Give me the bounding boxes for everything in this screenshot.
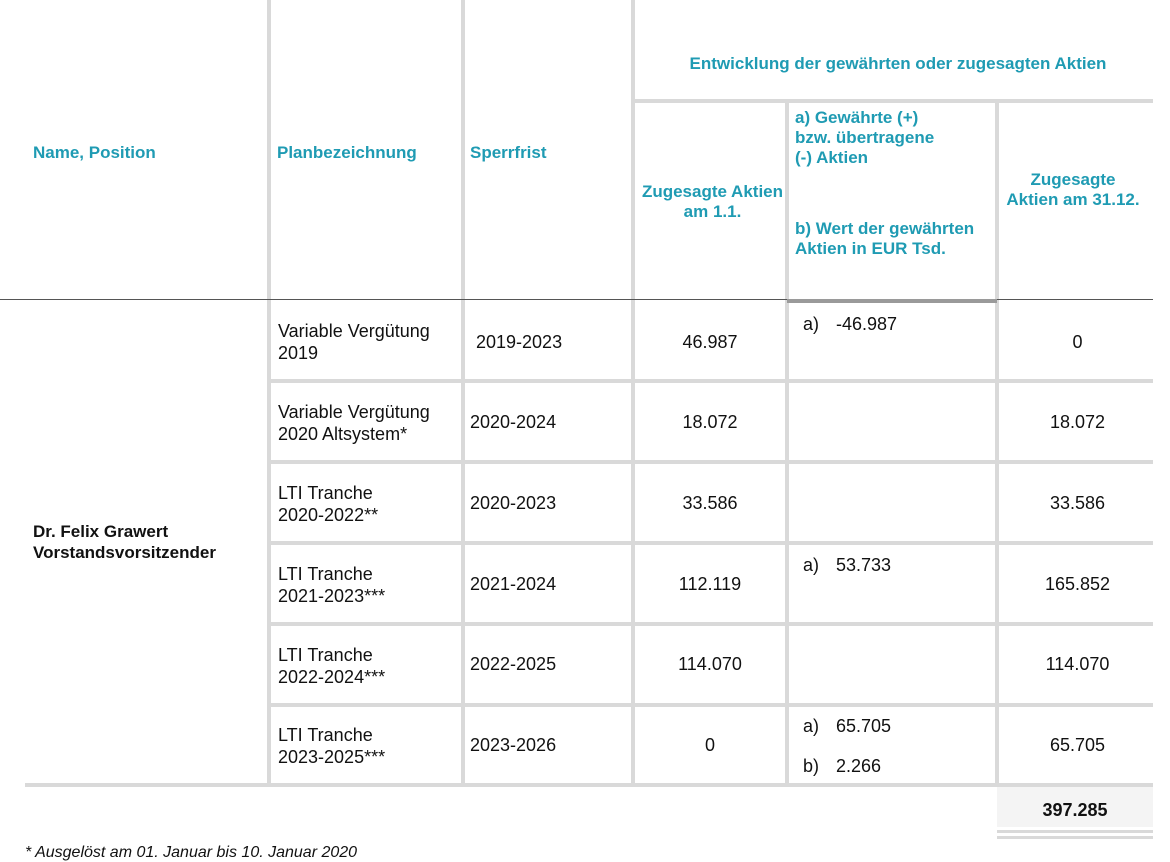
table-bottom-border: [25, 783, 1153, 787]
table-row-2-start: 18.072: [682, 412, 738, 432]
table-row-3-plan: LTI Tranche 2020-2022**: [278, 482, 463, 526]
table-row-4-lock: 2021-2024: [470, 574, 557, 594]
plan-name-line1: LTI Tranche: [278, 645, 373, 665]
total-underline-2: [997, 836, 1153, 839]
table-row-1-end: 0: [1072, 332, 1083, 352]
header-lock: Sperrfrist: [470, 143, 547, 162]
group-header-underline: [631, 99, 1153, 103]
footnote: * Ausgelöst am 01. Januar bis 10. Januar…: [25, 844, 358, 861]
table-row-3-end: 33.586: [1049, 493, 1106, 513]
table-row-6-plan: LTI Tranche 2023-2025***: [278, 724, 463, 768]
plan-name-line2: 2022-2024***: [278, 667, 386, 687]
header-change-a: a) Gewährte (+) bzw. übertragene (-) Akt…: [795, 108, 935, 167]
person-name: Dr. Felix Grawert: [33, 522, 169, 541]
table-row-1-start: 46.987: [682, 332, 738, 352]
col-sep-1: [267, 0, 271, 785]
table-row-6-lock: 2023-2026: [470, 735, 557, 755]
table-row-6-a-value: 65.705: [836, 716, 892, 736]
table-row-3-start: 33.586: [682, 493, 738, 513]
table-row-4-end: 165.852: [1044, 574, 1111, 594]
row-sep-2: [268, 460, 1153, 464]
table-row-5-plan: LTI Tranche 2022-2024***: [278, 644, 463, 688]
table-row-4-a-value: 53.733: [836, 555, 892, 575]
plan-name-line2: 2021-2023***: [278, 586, 386, 606]
header-bottom-border: [0, 299, 1153, 300]
header-start: Zugesagte Aktien am 1.1.: [641, 182, 784, 221]
header-end: Zugesagte Aktien am 31.12.: [1006, 170, 1140, 209]
person-position: Vorstandsvorsitzender: [33, 543, 216, 562]
row-sep-3: [268, 541, 1153, 545]
row-sep-1: [268, 379, 1153, 383]
plan-name-line1: Variable Vergütung: [278, 402, 430, 422]
plan-name-line2: 2023-2025***: [278, 747, 386, 767]
table-row-5-end: 114.070: [1045, 654, 1110, 674]
table-row-1-a-marker: a): [803, 314, 820, 334]
table-row-1-a-value: -46.987: [836, 314, 898, 334]
table-row-1-plan: Variable Vergütung 2019: [278, 320, 463, 364]
total-underline: [997, 830, 1153, 833]
table-row-5-lock: 2022-2025: [470, 654, 557, 674]
header-change-b: b) Wert der gewährten Aktien in EUR Tsd.: [795, 219, 975, 258]
col-sep-3: [631, 0, 635, 785]
table-row-4-a-marker: a): [803, 555, 820, 575]
plan-name-line1: LTI Tranche: [278, 725, 373, 745]
plan-name-line2: 2019: [278, 343, 319, 363]
table-row-3-lock: 2020-2023: [470, 493, 557, 513]
row-sep-4: [268, 622, 1153, 626]
plan-name-line2: 2020 Altsystem*: [278, 424, 408, 444]
plan-name-line1: LTI Tranche: [278, 564, 373, 584]
table-row-6-end: 65.705: [1049, 735, 1106, 755]
table-row-2-lock: 2020-2024: [470, 412, 557, 432]
col-sep-4: [785, 103, 789, 785]
table-row-4-plan: LTI Tranche 2021-2023***: [278, 563, 463, 607]
table-row-2-end: 18.072: [1049, 412, 1106, 432]
table-row-5-start: 114.070: [678, 654, 742, 674]
header-change-bottom-border: [787, 299, 997, 303]
table-row-6-b-marker: b): [803, 756, 820, 776]
total-value: 397.285: [1042, 800, 1108, 820]
plan-name-line1: LTI Tranche: [278, 483, 373, 503]
header-group: Entwicklung der gewährten oder zugesagte…: [689, 54, 1107, 73]
col-sep-5: [995, 103, 999, 785]
table-row-2-plan: Variable Vergütung 2020 Altsystem*: [278, 401, 463, 445]
total-cell-bg: [997, 787, 1153, 827]
plan-name-line2: 2020-2022**: [278, 505, 379, 525]
table-row-1-lock: 2019-2023: [476, 332, 563, 352]
table-row-4-start: 112.119: [678, 574, 742, 594]
row-sep-5: [268, 703, 1153, 707]
col-sep-2: [461, 0, 465, 785]
plan-name-line1: Variable Vergütung: [278, 321, 430, 341]
person-cell: Dr. Felix Grawert Vorstandsvorsitzender: [33, 521, 263, 563]
header-name-position: Name, Position: [33, 143, 156, 162]
table-row-6-a-marker: a): [803, 716, 820, 736]
table-row-6-start: 0: [704, 735, 715, 755]
header-plan: Planbezeichnung: [277, 143, 417, 162]
table-row-6-b-value: 2.266: [836, 756, 882, 776]
